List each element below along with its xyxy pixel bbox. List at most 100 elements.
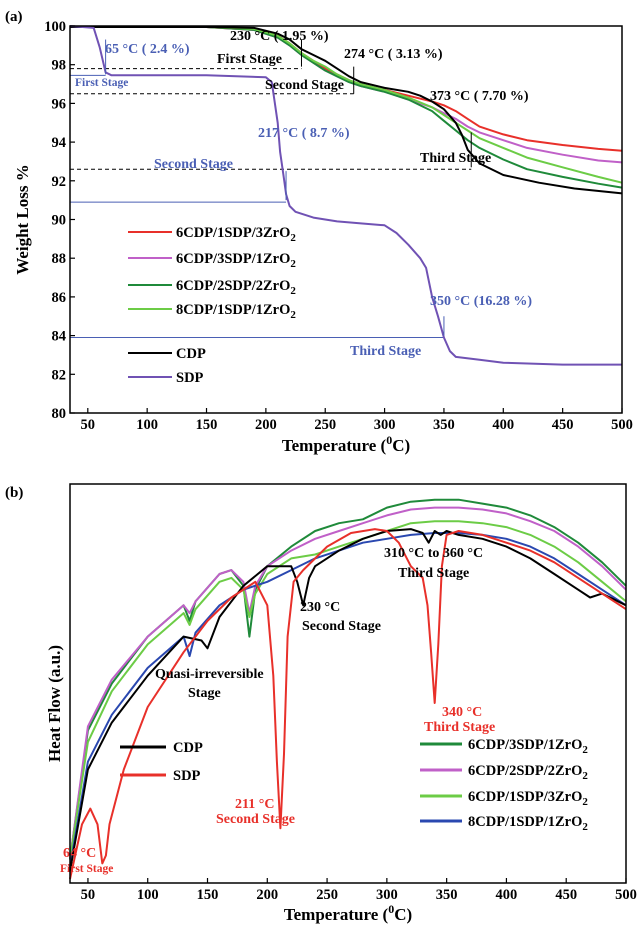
panel-a-y-tick-label-94: 94 — [52, 135, 67, 151]
panel-b-series-6cdp-2sdp-2zro2 — [69, 506, 627, 860]
panel-b-legend-label-8cdp-1sdp-1zro2: 8CDP/1SDP/1ZrO2 — [468, 814, 588, 833]
legend-label-part: SDP — [173, 768, 201, 784]
legend-label-subscript: 2 — [290, 285, 296, 297]
panel-a-y-tick-label-86: 86 — [52, 290, 67, 306]
panel-a-y-tick-label-98: 98 — [52, 58, 67, 74]
panel-b-series-6cdp-3sdp-1zro2 — [69, 498, 627, 860]
legend-label-subscript: 2 — [582, 821, 588, 833]
panel-a-series-sdp — [69, 25, 622, 366]
x-axis-label-part: Temperature ( — [284, 905, 389, 924]
legend-label-part: SDP — [176, 370, 204, 386]
legend-label-part: 8CDP/1SDP/1ZrO — [468, 814, 582, 830]
panel-a-annotation-7-373-c-7-70: 373 °C ( 7.70 %) — [430, 89, 529, 104]
x-axis-label-superscript: 0 — [388, 902, 394, 916]
panel-a-series-cdp — [70, 26, 623, 195]
panel-a-annotation-6-second-stage: Second Stage — [265, 78, 344, 93]
panel-a-x-axis-label: Temperature (0C) — [282, 433, 410, 455]
panel-a-x-tick-label-250: 250 — [314, 417, 336, 433]
panel-b-legend-label-6cdp-1sdp-3zro2: 6CDP/1SDP/3ZrO2 — [468, 789, 588, 808]
panel-a-annotation-11-350-c-16-28: 350 °C (16.28 %) — [430, 294, 532, 309]
panel-b-legend-label-6cdp-2sdp-2zro2: 6CDP/2SDP/2ZrO2 — [468, 763, 588, 782]
panel-a-series-8cdp-1sdp-1zro2 — [70, 26, 623, 184]
panel-b-x-tick-label-300: 300 — [376, 887, 398, 903]
panel-b-annotation-4-second-stage: Second Stage — [216, 812, 295, 827]
panel-a-y-tick-label-90: 90 — [52, 213, 67, 229]
legend-label-subscript: 2 — [290, 258, 296, 270]
panel-a-y-tick-label-80: 80 — [52, 406, 67, 422]
panel-b-annotation-9-230-c: 230 °C — [300, 600, 340, 615]
panel-a-annotation-10-second-stage: Second Stage — [154, 157, 233, 172]
panel-b-x-tick-label-200: 200 — [256, 887, 278, 903]
panel-b-x-axis-label: Temperature (0C) — [284, 902, 412, 924]
panel-b-annotation-10-second-stage: Second Stage — [302, 619, 381, 634]
panel-a-legend-label-8cdp-1sdp-1zro2: 8CDP/1SDP/1ZrO2 — [176, 302, 296, 321]
panel-b-x-tick-label-100: 100 — [137, 887, 159, 903]
legend-label-part: 6CDP/2SDP/2ZrO — [176, 278, 290, 294]
panel-a-x-tick-label-100: 100 — [136, 417, 158, 433]
panel-a-y-tick-label-96: 96 — [52, 96, 67, 112]
panel-b-x-tick-label-250: 250 — [316, 887, 338, 903]
panel-b-x-tick-label-50: 50 — [81, 887, 96, 903]
panel-a-label: (a) — [5, 9, 23, 25]
panel-a-x-tick-label-450: 450 — [552, 417, 574, 433]
legend-label-part: 6CDP/3SDP/1ZrO — [176, 251, 290, 267]
panel-a-annotation-2-first-stage: First Stage — [75, 77, 128, 89]
legend-label-part: CDP — [173, 740, 203, 756]
panel-a-y-tick-label-82: 82 — [52, 367, 67, 383]
x-axis-label-part: C) — [392, 436, 410, 455]
panel-b-x-tick-label-150: 150 — [197, 887, 219, 903]
panel-b-annotation-7-quasi-irreversible: Quasi-irreversible — [155, 667, 264, 682]
panel-b-annotation-1-64-c: 64 °C — [63, 846, 96, 861]
legend-label-part: 6CDP/2SDP/2ZrO — [468, 763, 582, 779]
panel-a: (a) 65 °C ( 2.4 %) First Stage 230 °C ( 1.9… — [5, 9, 633, 455]
panel-a-annotation-4-first-stage: First Stage — [217, 52, 282, 67]
legend-label-subscript: 2 — [582, 744, 588, 756]
panel-a-x-tick-label-200: 200 — [255, 417, 277, 433]
panel-a-legend-label-cdp: CDP — [176, 346, 206, 362]
panel-b-annotation-8-stage: Stage — [188, 686, 221, 701]
legend-label-part: 6CDP/1SDP/3ZrO — [468, 789, 582, 805]
panel-a-legend-label-6cdp-2sdp-2zro2: 6CDP/2SDP/2ZrO2 — [176, 278, 296, 297]
panel-a-x-tick-label-500: 500 — [611, 417, 633, 433]
panel-b-series-cdp — [69, 528, 627, 872]
panel-b-annotation-2-first-stage: First Stage — [60, 863, 113, 875]
legend-label-part: 6CDP/3SDP/1ZrO — [468, 737, 582, 753]
x-axis-label-part: Temperature ( — [282, 436, 387, 455]
x-axis-label-superscript: 0 — [386, 433, 392, 447]
panel-b-annotation-12-third-stage: Third Stage — [398, 566, 469, 581]
panel-b-annotation-6-third-stage: Third Stage — [424, 720, 495, 735]
legend-label-subscript: 2 — [582, 770, 588, 782]
panel-b-annotation-5-340-c: 340 °C — [442, 705, 482, 720]
x-axis-label-part: C) — [394, 905, 412, 924]
panel-a-annotation-5-274-c-3-13: 274 °C ( 3.13 %) — [344, 47, 443, 62]
panel-b-x-tick-label-450: 450 — [555, 887, 577, 903]
panel-a-annotation-1-65-c-2-4: 65 °C ( 2.4 %) — [105, 42, 190, 57]
panel-b-x-tick-label-500: 500 — [615, 887, 637, 903]
panel-b-annotation-3-211-c: 211 °C — [235, 797, 274, 812]
panel-a-annotation-3-230-c-1-95: 230 °C ( 1.95 %) — [230, 29, 329, 44]
legend-label-subscript: 2 — [582, 796, 588, 808]
legend-label-subscript: 2 — [290, 232, 296, 244]
panel-a-x-tick-label-350: 350 — [433, 417, 455, 433]
panel-a-annotation-9-217-c-8-7: 217 °C ( 8.7 %) — [258, 126, 350, 141]
panel-a-legend-label-sdp: SDP — [176, 370, 204, 386]
panel-b-label: (b) — [5, 485, 23, 501]
panel-a-y-tick-label-100: 100 — [44, 19, 66, 35]
panel-a-x-tick-label-150: 150 — [196, 417, 218, 433]
legend-label-subscript: 2 — [290, 309, 296, 321]
panel-a-legend-label-6cdp-1sdp-3zro2: 6CDP/1SDP/3ZrO2 — [176, 225, 296, 244]
panel-b-legend-label-cdp: CDP — [173, 740, 203, 756]
panel-a-y-tick-label-92: 92 — [52, 174, 67, 190]
panel-a-annotation-8-third-stage: Third Stage — [420, 151, 491, 166]
panel-b-y-axis-label: Heat Flow (a.u.) — [45, 645, 64, 762]
panel-a-y-tick-label-88: 88 — [52, 251, 67, 267]
panel-a-annotation-12-third-stage: Third Stage — [350, 344, 421, 359]
panel-a-plot-frame — [69, 25, 623, 414]
panel-b-legend-label-6cdp-3sdp-1zro2: 6CDP/3SDP/1ZrO2 — [468, 737, 588, 756]
panel-a-x-tick-label-400: 400 — [492, 417, 514, 433]
panel-a-x-tick-label-300: 300 — [374, 417, 396, 433]
panel-b-series-6cdp-1sdp-3zro2 — [69, 520, 627, 860]
legend-label-part: 6CDP/1SDP/3ZrO — [176, 225, 290, 241]
